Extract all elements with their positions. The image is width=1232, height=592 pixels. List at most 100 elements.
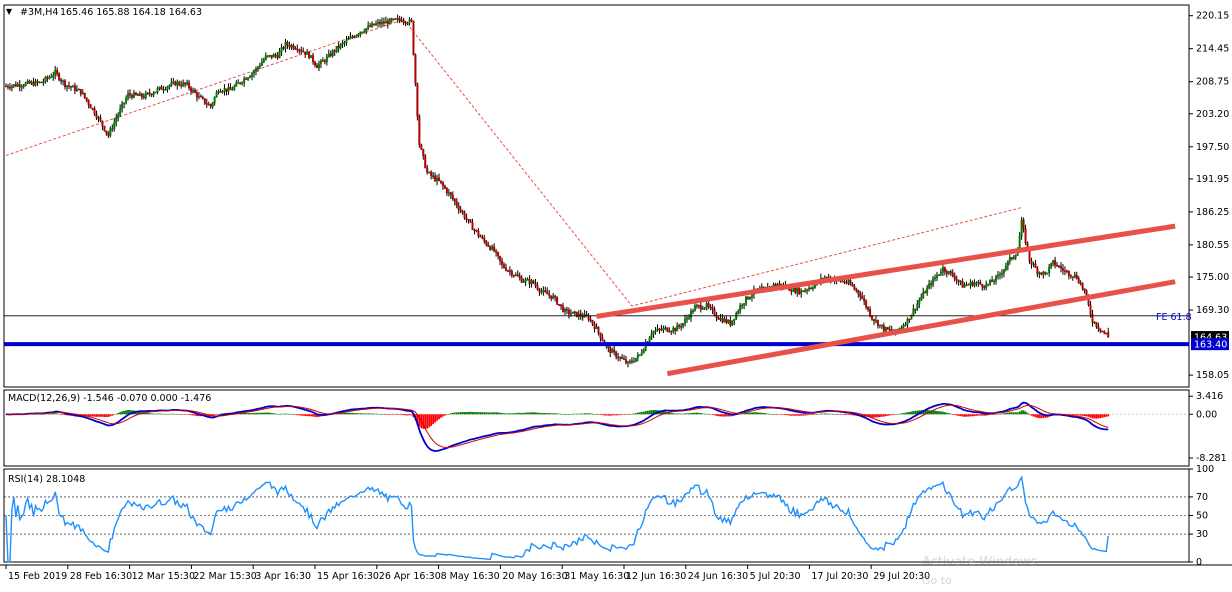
macd-hist-bar [741,413,744,415]
candle-body [329,53,332,57]
macd-hist-bar [877,414,879,418]
time-tick-label: 31 May 16:30 [564,571,629,582]
candle-body [105,130,108,134]
macd-hist-bar [1004,413,1007,415]
candle-body [682,323,685,327]
price-tick-label: 169.30 [1196,305,1229,316]
rsi-tick-label: 0 [1196,557,1202,568]
candle-body [599,332,602,339]
candle-body [150,93,153,96]
candle-body [556,297,559,305]
candle-body [715,315,718,318]
macd-hist-bar [546,413,549,415]
candle-body [156,88,159,92]
macd-hist-bar [678,413,681,415]
macd-main-line [5,401,1109,453]
macd-hist-bar [660,410,663,415]
macd-hist-bar [249,413,251,415]
time-tick-label: 29 Jul 20:30 [873,571,930,582]
candle-body [680,326,683,328]
candle-body [174,81,177,86]
macd-hist-bar [684,413,686,415]
macd-hist-bar [979,414,982,416]
macd-hist-bar [1042,414,1045,418]
candle-body [542,289,545,292]
candle-body [245,78,248,80]
candle-body [132,92,135,98]
candle-body [865,300,868,308]
macd-hist-bar [288,414,291,415]
macd-hist-bar [753,412,755,415]
macd-hist-bar [109,414,112,417]
candle-body [652,331,655,334]
candle-body [6,85,9,88]
candle-body [727,320,730,323]
macd-hist-bar [634,413,637,415]
macd-hist-bar [823,413,826,415]
candle-body [144,93,147,99]
candle-body [1024,228,1027,244]
candle-body [945,271,948,274]
candle-body [1093,322,1096,324]
candle-body [558,304,561,306]
candle-body [207,103,210,106]
candle-body [737,310,740,314]
candle-body [810,287,813,290]
candle-body [276,55,279,59]
macd-hist-bar [438,414,440,420]
candle-body [369,25,372,28]
candle-body [650,333,653,338]
candle-body [95,113,98,119]
candle-body [554,295,557,298]
candle-body [221,91,224,93]
macd-hist-bar [831,414,834,415]
macd-hist-bar [107,414,110,417]
macd-hist-bar [253,412,255,415]
candle-body [247,77,250,80]
candle-body [386,21,389,25]
macd-hist-bar [294,414,297,415]
candle-body [58,73,61,81]
candle-body [317,63,320,69]
macd-hist-bar [148,413,151,415]
candle-body [611,349,614,354]
candle-body [975,282,978,285]
candle-body [544,289,547,293]
candle-body [75,88,78,91]
macd-hist-bar [66,414,68,416]
candle-body [548,294,551,296]
macd-hist-bar [591,413,594,415]
candle-body [747,296,750,300]
macd-hist-bar [847,414,850,415]
candle-body [319,60,322,65]
rsi-tick-label: 100 [1196,464,1214,475]
macd-hist-bar [160,413,163,415]
macd-hist-bar [314,414,316,417]
candle-body [867,306,870,310]
candle-body [863,298,866,302]
candle-body [1000,273,1003,275]
macd-hist-bar [422,414,425,429]
macd-hist-bar [93,414,96,417]
macd-hist-bar [914,410,917,415]
macd-hist-bar [940,411,942,415]
macd-hist-bar [152,413,155,415]
candle-body [371,23,374,27]
candle-body [215,92,218,98]
candle-body [349,36,352,39]
menu-triangle-icon[interactable]: ▼ [6,7,13,16]
candle-body [725,318,728,323]
candle-body [337,45,340,49]
macd-hist-bar [377,413,379,415]
candle-body [678,325,681,327]
macd-hist-bar [833,414,836,415]
candle-body [1099,328,1102,332]
candle-body [113,122,116,129]
candle-body [60,79,63,82]
candle-body [459,209,462,212]
macd-hist-bar [1038,414,1041,419]
macd-hist-bar [40,414,43,415]
macd-hist-bar [56,413,59,415]
